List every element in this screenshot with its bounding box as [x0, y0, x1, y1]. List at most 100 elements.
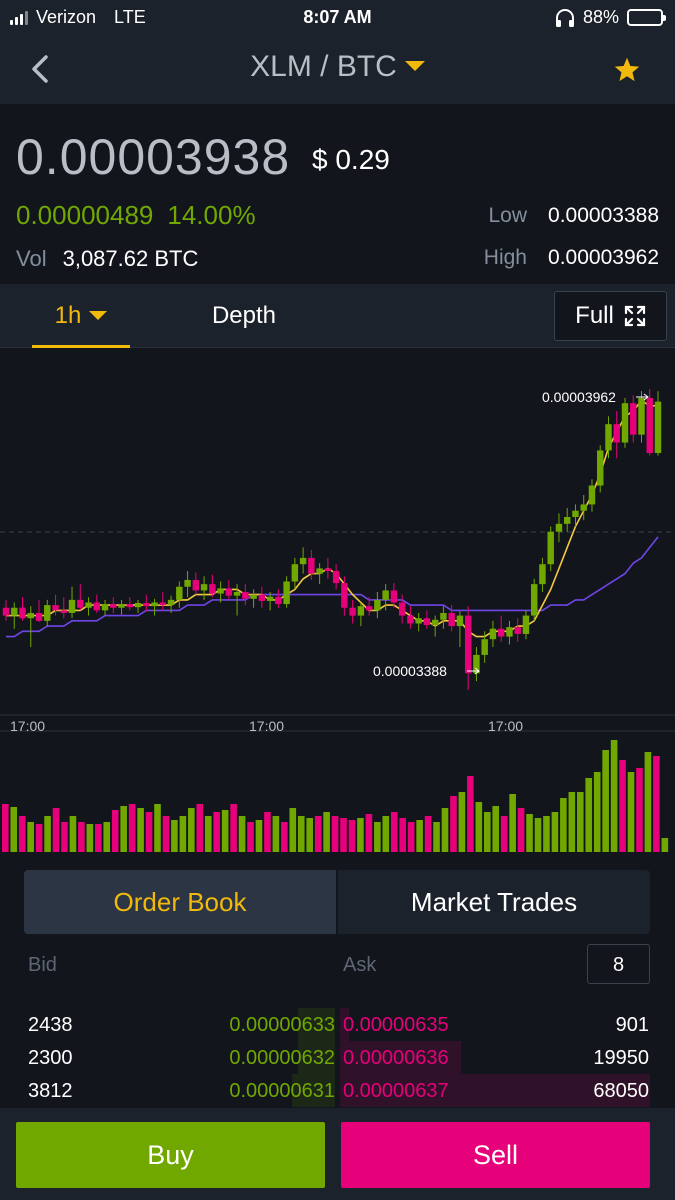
low-stat: Low 0.00003388 — [469, 204, 659, 228]
volume-bar — [323, 812, 330, 852]
candle-body — [580, 504, 587, 511]
candle-body — [415, 618, 422, 624]
candle-body — [85, 602, 92, 608]
ask-price: 0.00000637 — [343, 1080, 449, 1102]
ask-depth-bar — [340, 1041, 461, 1074]
tab-depth[interactable]: Depth — [211, 302, 277, 329]
ticker-header: 0.00003938 $ 0.29 0.00000489 14.00% Vol 3,… — [0, 104, 675, 284]
price-change: 0.00000489 14.00% — [16, 200, 256, 231]
volume-bar — [44, 816, 51, 852]
candle-body — [448, 612, 455, 627]
candle-body — [407, 615, 414, 624]
volume-bar — [52, 808, 60, 852]
low-marker: 0.00003388 — [373, 663, 480, 679]
candle-body — [638, 397, 645, 435]
candle-body — [497, 628, 505, 637]
volume-bar — [297, 816, 305, 852]
candle-body — [225, 588, 233, 596]
high-stat: High 0.00003962 — [469, 246, 659, 270]
price-chart[interactable]: 17:00 17:00 17:00 0.00003962 0.00003388 — [0, 348, 675, 854]
candle-body — [52, 605, 59, 611]
bid-depth-bar — [297, 1008, 335, 1041]
order-book-row[interactable]: 2300 0.00000632 0.00000636 19950 — [0, 1041, 675, 1074]
volume-bar — [441, 808, 449, 852]
volume-bar — [416, 820, 423, 852]
candle-body — [200, 584, 208, 591]
volume-bar — [2, 804, 9, 852]
moving-averages — [6, 399, 659, 638]
chevron-left-icon[interactable] — [28, 54, 52, 84]
tab-order-book[interactable]: Order Book — [24, 870, 336, 934]
volume-bars — [2, 740, 669, 852]
volume-bar — [483, 812, 491, 852]
candle-body — [390, 590, 398, 603]
volume-bar — [585, 778, 593, 852]
candle-body — [324, 568, 332, 572]
volume-bar — [18, 816, 26, 852]
order-book-rows: 2438 0.00000633 0.00000635 901 2300 0.00… — [0, 1008, 675, 1107]
ask-quantity: 19950 — [593, 1047, 649, 1069]
order-book-row[interactable]: 3812 0.00000631 0.00000637 68050 — [0, 1074, 675, 1107]
ask-price: 0.00000636 — [343, 1047, 449, 1069]
x-tick-label: 17:00 — [488, 718, 523, 734]
volume-bar — [95, 824, 102, 852]
volume-bar — [602, 750, 609, 852]
order-book-tabs: Order Book Market Trades — [24, 870, 650, 934]
candle-body — [357, 606, 365, 616]
volume-bar — [560, 798, 567, 852]
volume-bar — [171, 820, 178, 852]
candle-body — [19, 607, 26, 619]
volume-bar — [86, 824, 94, 852]
volume-bar — [644, 752, 652, 852]
caret-down-icon — [89, 310, 108, 320]
candle-body — [11, 607, 18, 616]
volume-bar — [534, 818, 542, 852]
candle-body — [506, 627, 513, 637]
candle-body — [126, 604, 134, 608]
volume-bar — [264, 812, 271, 852]
ask-column-header: Ask — [343, 954, 377, 976]
volume-bar — [407, 822, 415, 852]
volume-bar — [213, 812, 220, 852]
volume-bar — [543, 816, 550, 852]
tab-market-trades[interactable]: Market Trades — [336, 870, 650, 934]
candle-body — [283, 581, 290, 605]
volume-bar — [272, 816, 280, 852]
volume-bar — [568, 792, 576, 852]
ma-slow-line — [6, 536, 659, 638]
volume-bar — [340, 818, 347, 852]
candle-body — [192, 579, 200, 591]
caret-down-icon — [404, 61, 425, 72]
pair-name: XLM / BTC — [250, 50, 397, 83]
volume-bar — [247, 822, 254, 852]
star-icon[interactable] — [613, 56, 641, 84]
x-tick-label: 17:00 — [10, 718, 45, 734]
volume-bar — [154, 804, 161, 852]
volume-bar — [509, 794, 516, 852]
sell-button[interactable]: Sell — [341, 1122, 650, 1188]
candle-body — [2, 607, 10, 616]
volume-bar — [500, 816, 508, 852]
candle-body — [60, 610, 67, 613]
candle-body — [35, 612, 43, 621]
volume-bar — [314, 816, 322, 852]
volume-bar — [661, 838, 669, 852]
fullscreen-button[interactable]: Full — [554, 291, 667, 341]
status-right: 88% — [555, 7, 666, 28]
tab-interval[interactable]: 1h — [32, 284, 130, 348]
candle-body — [332, 571, 340, 584]
bid-price: 0.00000633 — [229, 1014, 335, 1036]
volume-bar — [188, 808, 195, 852]
candle-body — [489, 628, 497, 640]
depth-selector[interactable]: 8 — [587, 944, 650, 984]
candle-body — [250, 594, 257, 599]
chart-tabs: 1h Depth Full — [0, 284, 675, 348]
candle-body — [349, 607, 356, 616]
volume-bar — [306, 818, 314, 852]
candle-body — [514, 627, 521, 634]
volume-bar — [627, 772, 635, 852]
buy-button[interactable]: Buy — [16, 1122, 325, 1188]
order-book-row[interactable]: 2438 0.00000633 0.00000635 901 — [0, 1008, 675, 1041]
volume-label: Vol — [16, 246, 47, 271]
pair-selector[interactable]: XLM / BTC — [0, 50, 675, 84]
